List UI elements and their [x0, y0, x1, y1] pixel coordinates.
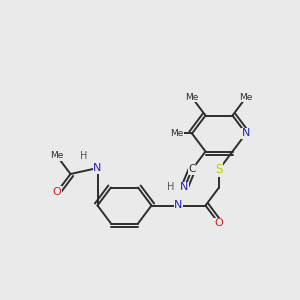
Text: O: O [52, 187, 62, 197]
Text: H: H [80, 151, 88, 161]
Text: Me: Me [239, 93, 253, 102]
Text: H: H [167, 182, 175, 193]
Text: N: N [93, 163, 102, 173]
Text: S: S [215, 163, 223, 176]
Text: O: O [214, 218, 224, 229]
Text: N: N [180, 182, 189, 193]
Text: Me: Me [185, 93, 199, 102]
Text: N: N [242, 128, 250, 139]
Text: C: C [188, 164, 196, 175]
Text: N: N [174, 200, 183, 211]
Text: Me: Me [170, 129, 184, 138]
Text: Me: Me [50, 152, 64, 160]
